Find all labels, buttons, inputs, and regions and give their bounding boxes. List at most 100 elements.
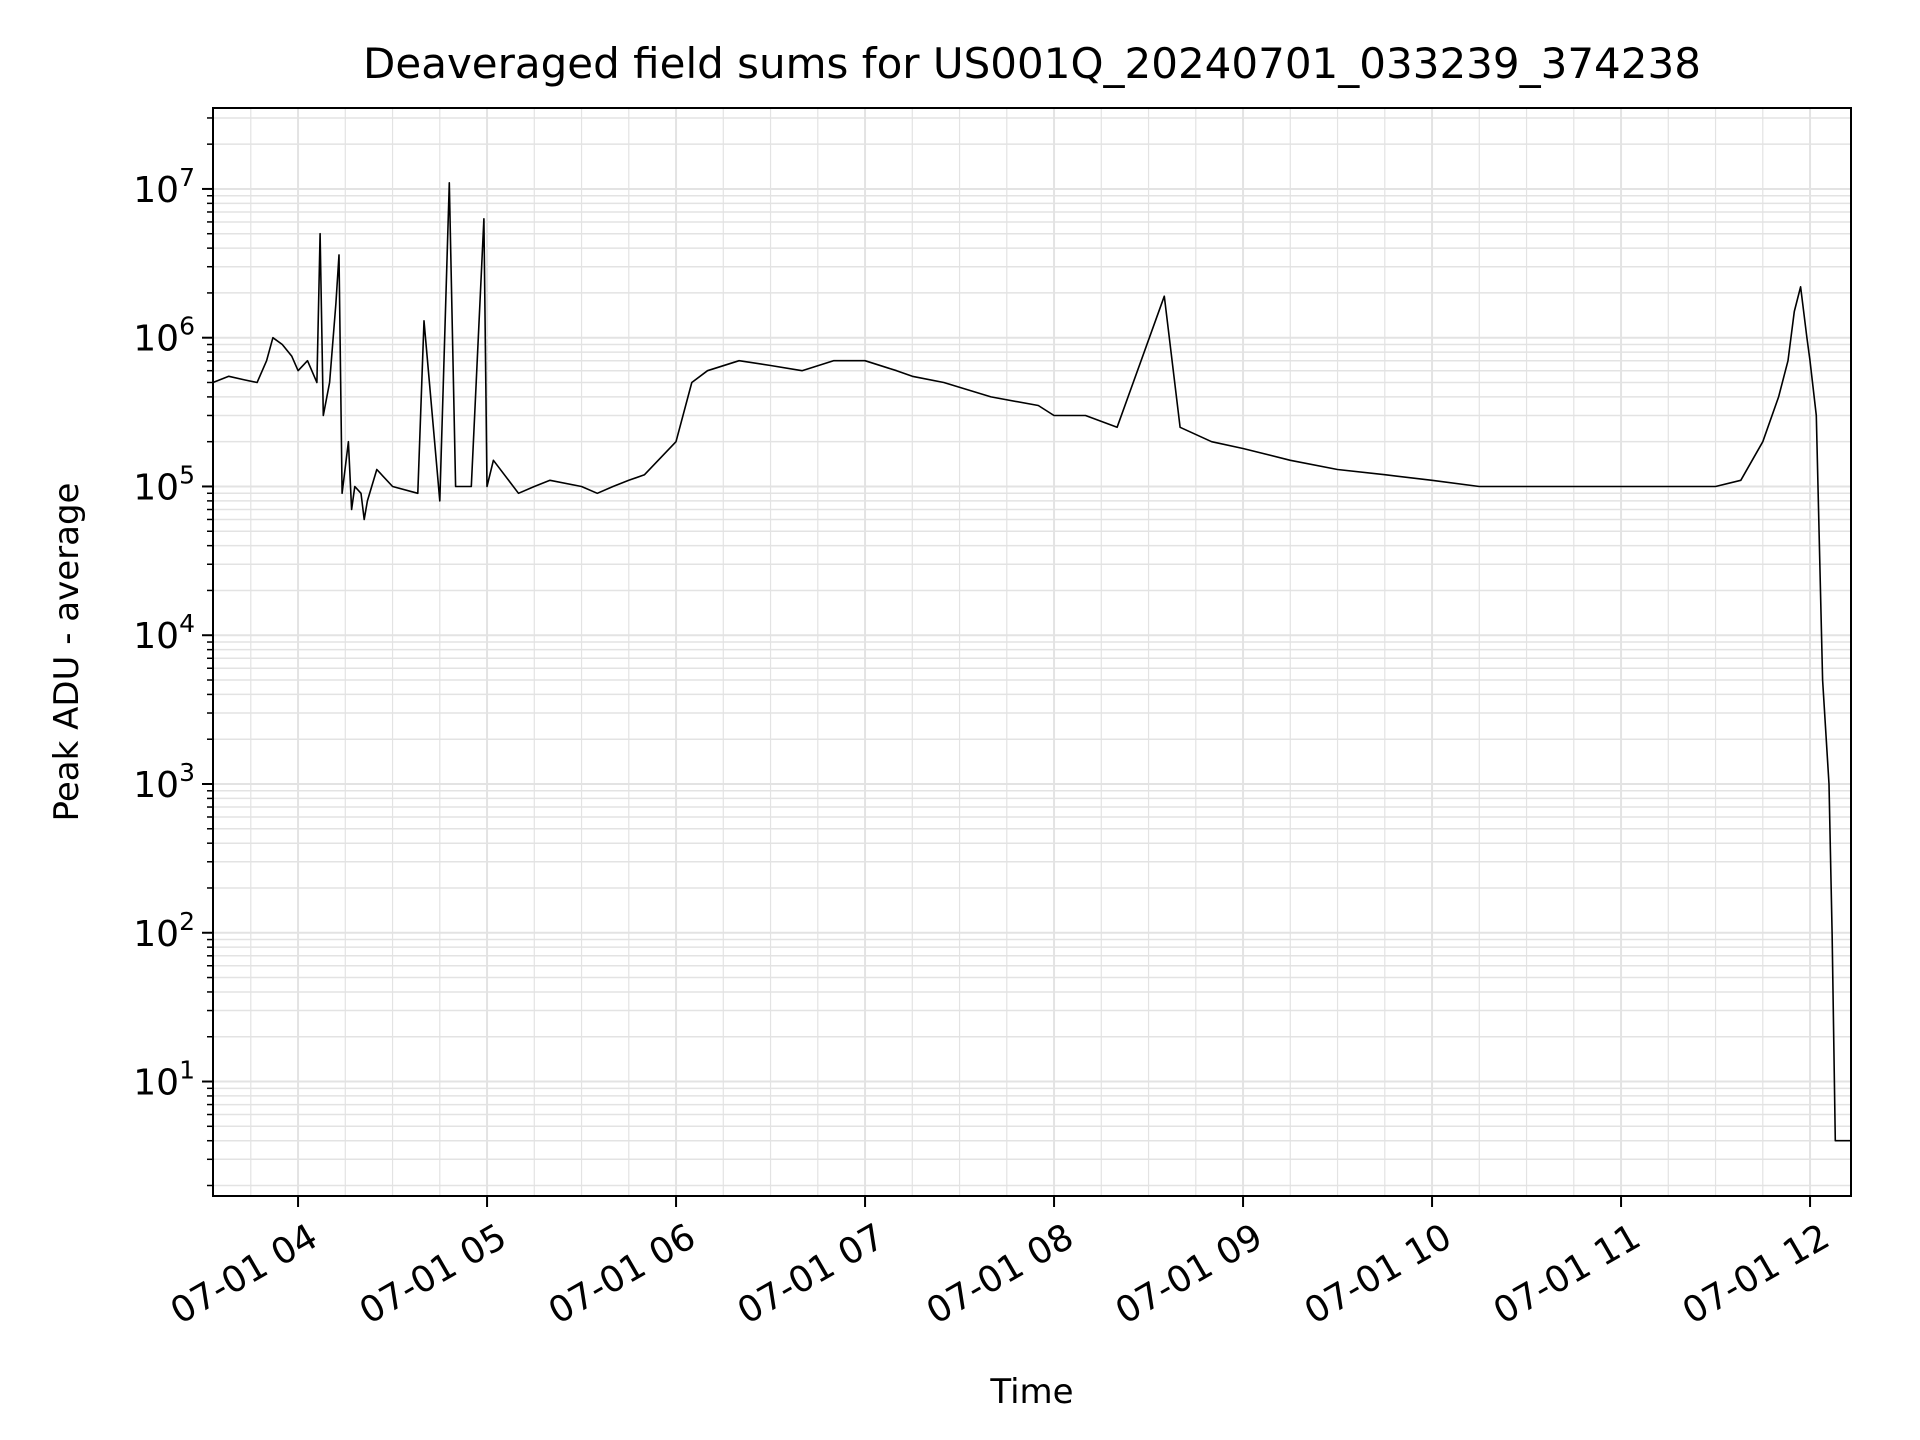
data-point bbox=[1667, 485, 1669, 487]
data-point bbox=[351, 509, 353, 511]
data-point bbox=[691, 381, 693, 383]
data-point bbox=[675, 441, 677, 443]
data-point bbox=[307, 360, 309, 362]
data-point bbox=[1834, 1140, 1836, 1142]
data-point bbox=[801, 370, 803, 372]
data-point bbox=[322, 414, 324, 416]
y-axis: 101 102 103 104 105 106 107 bbox=[133, 117, 213, 1187]
data-point bbox=[1337, 469, 1339, 471]
data-point bbox=[486, 485, 488, 487]
grid bbox=[213, 108, 1851, 1196]
data-point bbox=[448, 182, 450, 184]
y-tick-label: 106 bbox=[133, 312, 195, 360]
data-point bbox=[1828, 783, 1830, 785]
data-point bbox=[483, 218, 485, 220]
data-point bbox=[1822, 679, 1824, 681]
plot-background bbox=[213, 108, 1851, 1196]
data-point bbox=[392, 485, 394, 487]
data-point bbox=[316, 381, 318, 383]
data-point bbox=[1831, 932, 1833, 934]
y-tick-label: 102 bbox=[133, 907, 195, 955]
y-tick-label: 107 bbox=[133, 163, 195, 211]
data-point bbox=[423, 320, 425, 322]
data-point bbox=[1163, 295, 1165, 297]
data-point bbox=[1179, 426, 1181, 428]
data-point bbox=[533, 485, 535, 487]
data-point bbox=[492, 459, 494, 461]
data-point bbox=[628, 479, 630, 481]
data-point bbox=[549, 479, 551, 481]
data-point bbox=[581, 485, 583, 487]
data-point bbox=[1053, 414, 1055, 416]
data-point bbox=[1289, 459, 1291, 461]
data-point bbox=[360, 492, 362, 494]
y-axis-label: Peak ADU - average bbox=[47, 483, 87, 822]
data-point bbox=[376, 469, 378, 471]
y-tick-label: 104 bbox=[133, 609, 195, 657]
series-group bbox=[212, 182, 1851, 1142]
data-point bbox=[1242, 447, 1244, 449]
data-point bbox=[291, 355, 293, 357]
data-point bbox=[518, 492, 520, 494]
data-point bbox=[1809, 360, 1811, 362]
data-point bbox=[319, 233, 321, 235]
data-point bbox=[1384, 474, 1386, 476]
data-point bbox=[297, 370, 299, 372]
plot-area bbox=[212, 107, 1852, 1197]
chart-title: Deaveraged field sums for US001Q_2024070… bbox=[363, 39, 1701, 88]
data-point bbox=[363, 518, 365, 520]
data-point bbox=[911, 375, 913, 377]
data-point bbox=[1620, 485, 1622, 487]
data-point bbox=[347, 441, 349, 443]
data-point bbox=[990, 396, 992, 398]
data-point bbox=[1806, 337, 1808, 339]
series-line bbox=[212, 182, 1851, 1142]
data-point bbox=[341, 492, 343, 494]
data-point bbox=[335, 302, 337, 304]
data-point bbox=[1740, 479, 1742, 481]
data-point bbox=[455, 485, 457, 487]
y-tick-label: 103 bbox=[133, 758, 195, 806]
data-point bbox=[943, 381, 945, 383]
data-point bbox=[1778, 396, 1780, 398]
data-point bbox=[244, 379, 246, 381]
data-point bbox=[1800, 286, 1802, 288]
data-point bbox=[1085, 414, 1087, 416]
data-point bbox=[833, 360, 835, 362]
data-point bbox=[612, 485, 614, 487]
data-point bbox=[1116, 426, 1118, 428]
data-point bbox=[596, 492, 598, 494]
data-point bbox=[338, 254, 340, 256]
data-point bbox=[1431, 479, 1433, 481]
data-point bbox=[1793, 311, 1795, 313]
data-point bbox=[1037, 405, 1039, 407]
y-tick-label: 105 bbox=[133, 460, 195, 508]
data-point bbox=[1526, 485, 1528, 487]
data-point bbox=[644, 474, 646, 476]
data-point bbox=[1478, 485, 1480, 487]
data-point bbox=[228, 375, 230, 377]
data-point bbox=[1211, 441, 1213, 443]
data-point bbox=[281, 344, 283, 346]
plot-frame bbox=[212, 107, 1852, 1197]
data-point bbox=[329, 381, 331, 383]
data-point bbox=[417, 492, 419, 494]
data-point bbox=[366, 500, 368, 502]
y-tick-label: 101 bbox=[133, 1056, 195, 1104]
data-point bbox=[439, 500, 441, 502]
data-point bbox=[1762, 441, 1764, 443]
data-point bbox=[707, 370, 709, 372]
data-point bbox=[1715, 485, 1717, 487]
data-point bbox=[1573, 485, 1575, 487]
data-point bbox=[738, 360, 740, 362]
data-point bbox=[354, 485, 356, 487]
data-point bbox=[266, 360, 268, 362]
x-axis-label: Time bbox=[989, 1372, 1073, 1412]
data-point bbox=[770, 365, 772, 367]
data-point bbox=[864, 360, 866, 362]
data-point bbox=[470, 485, 472, 487]
data-point bbox=[896, 370, 898, 372]
data-point bbox=[1815, 414, 1817, 416]
data-point bbox=[272, 337, 274, 339]
